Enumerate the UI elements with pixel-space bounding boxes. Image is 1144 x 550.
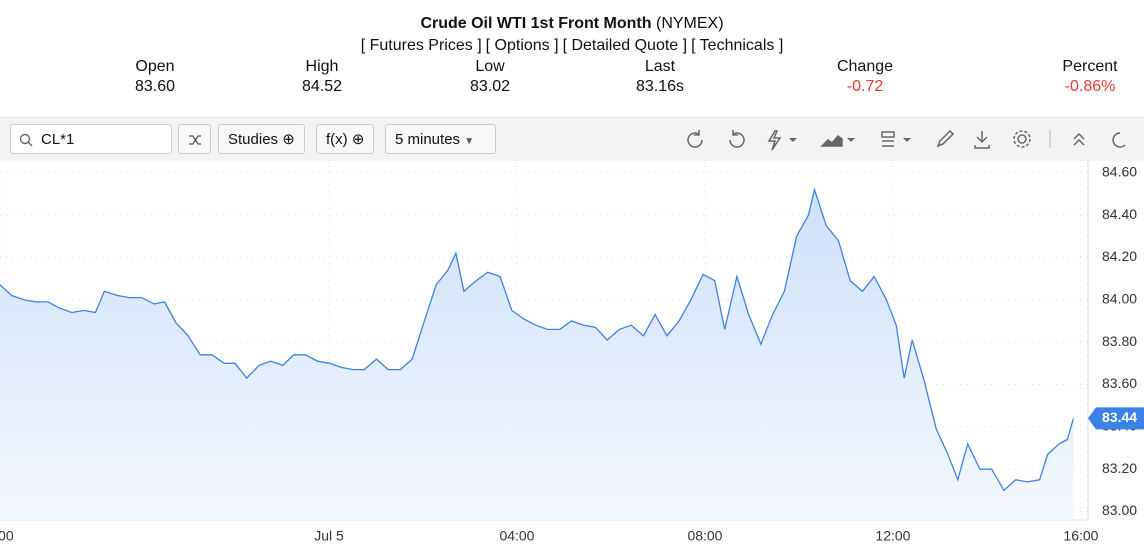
- quote-label: High: [305, 58, 339, 75]
- compare-button[interactable]: [178, 124, 211, 154]
- last-price-label: 83.44: [1102, 409, 1137, 425]
- quote-high: High 84.52: [262, 57, 382, 97]
- quote-label: Low: [475, 58, 505, 75]
- quote-label: Last: [644, 58, 676, 75]
- search-icon: [19, 133, 33, 147]
- studies-button[interactable]: Studies ⊕: [218, 124, 305, 154]
- link[interactable]: [ Futures Prices ]: [360, 37, 482, 54]
- symbol-input[interactable]: CL*1: [10, 124, 172, 154]
- undo-icon[interactable]: [687, 130, 703, 148]
- x-tick-label: 08:00: [687, 528, 722, 544]
- symbol: CL*1: [41, 131, 75, 148]
- quote-value: 83.60: [134, 78, 176, 95]
- quote-percent: Percent -0.86%: [1030, 57, 1144, 97]
- x-tick-label: 12:00: [875, 528, 910, 544]
- x-tick-label: 16:00: [1063, 528, 1098, 544]
- interval-select[interactable]: 5 minutes ▼: [385, 124, 496, 154]
- links: [ Futures Prices ][ Options ][ Detailed …: [0, 37, 1144, 55]
- exchange: (NYMEX): [655, 15, 724, 32]
- theme-icon[interactable]: [1112, 132, 1126, 148]
- layout-icon[interactable]: [881, 131, 895, 138]
- quote-label: Percent: [1062, 58, 1118, 75]
- y-tick-label: 84.60: [1102, 163, 1137, 179]
- y-tick-label: 84.20: [1102, 248, 1137, 264]
- quote-open: Open 83.60: [95, 57, 215, 97]
- y-tick-label: 84.00: [1102, 290, 1137, 306]
- quote-last: Last 83.16s: [600, 57, 720, 97]
- quote-label: Change: [836, 58, 894, 75]
- y-tick-label: 83.00: [1102, 502, 1137, 518]
- fx-button[interactable]: f(x) ⊕: [316, 124, 375, 154]
- download-icon[interactable]: [974, 131, 990, 149]
- x-tick-label: 04:00: [499, 528, 534, 544]
- fx: f(x): [326, 131, 348, 148]
- settings-icon[interactable]: [1017, 134, 1027, 144]
- quote-value: 83.16s: [635, 78, 685, 95]
- quote-value: 83.02: [469, 78, 511, 95]
- link[interactable]: [ Detailed Quote ]: [562, 37, 688, 54]
- quote-value: 84.52: [301, 78, 343, 95]
- toolbar: CL*1 Studies ⊕ f(x) ⊕ 5 minutes ▼: [0, 117, 1144, 161]
- link[interactable]: [ Technicals ]: [691, 37, 784, 54]
- y-tick-label: 83.80: [1102, 333, 1137, 349]
- quote-low: Low 83.02: [430, 57, 550, 97]
- instrument-name: Crude Oil WTI 1st Front Month: [420, 15, 652, 32]
- quote-change: Change -0.72: [805, 57, 925, 97]
- quote-label: Open: [135, 58, 175, 75]
- link[interactable]: [ Options ]: [485, 37, 559, 54]
- collapse-icon[interactable]: [1073, 132, 1085, 146]
- x-tick-label: Jul 5: [314, 528, 344, 544]
- y-tick-label: 83.20: [1102, 460, 1137, 476]
- shuffle-icon: [189, 135, 201, 145]
- quote-value: -0.86%: [1064, 78, 1116, 95]
- studies: Studies: [228, 131, 279, 148]
- draw-icon[interactable]: [936, 129, 955, 148]
- price-chart: 83.0083.2083.4083.6083.8084.0084.2084.40…: [0, 160, 1144, 544]
- redo-icon[interactable]: [729, 130, 745, 148]
- chart-type-icon[interactable]: [820, 134, 843, 147]
- last-price-badge: [1088, 407, 1144, 430]
- area-fill: [0, 189, 1074, 520]
- price-line: [0, 187, 1075, 492]
- toolbar-icons: [687, 129, 1126, 151]
- quote-value: -0.72: [846, 78, 884, 95]
- y-tick-label: 84.40: [1102, 206, 1137, 222]
- interval: 5 minutes: [395, 131, 461, 148]
- y-tick-label: 83.60: [1102, 375, 1137, 391]
- title: Crude Oil WTI 1st Front Month (NYMEX): [0, 15, 1144, 33]
- x-tick-label: 7:00: [0, 528, 14, 544]
- flash-icon[interactable]: [767, 130, 782, 151]
